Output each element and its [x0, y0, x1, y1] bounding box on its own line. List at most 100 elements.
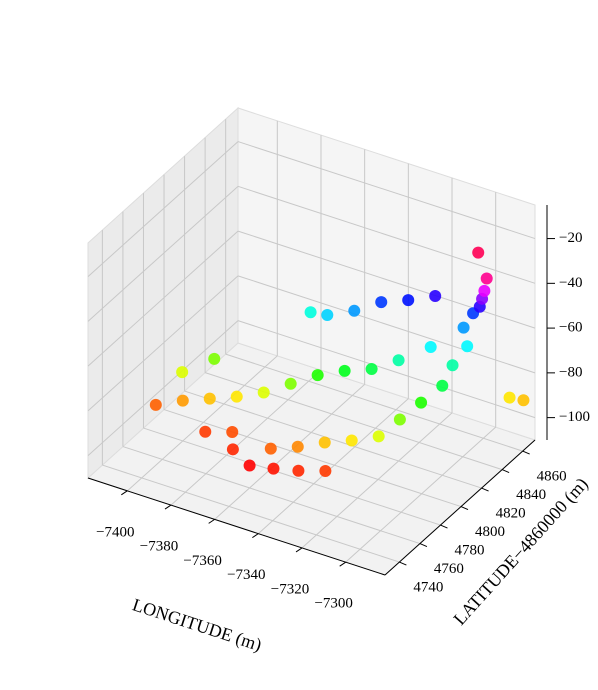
grid-line: [237, 230, 536, 329]
grid-line: [237, 141, 536, 240]
y-tick-label: 4760: [434, 561, 464, 577]
y-tick-label: 4840: [516, 487, 546, 503]
grid-line: [345, 426, 497, 563]
grid-line: [126, 355, 278, 492]
point: [392, 354, 405, 367]
point: [149, 398, 162, 411]
grid-line: [170, 369, 322, 506]
grid-line: [237, 320, 536, 419]
point: [402, 294, 415, 307]
y-tick: [522, 450, 530, 455]
panes: [87, 106, 536, 576]
grid-line: [87, 230, 239, 367]
y-tick-label: 4800: [475, 524, 505, 540]
x-tick-label: −7300: [314, 596, 352, 612]
y-tick: [419, 543, 428, 548]
point: [503, 391, 516, 404]
z-tick-label: −20: [559, 230, 582, 246]
point: [424, 340, 437, 353]
x-tick-label: −7380: [140, 539, 178, 555]
point: [321, 309, 334, 322]
point: [415, 396, 428, 409]
x-tick-label: −7400: [96, 524, 134, 540]
grid-line: [184, 390, 482, 489]
x-tick-label: −7360: [183, 553, 221, 569]
grid-line: [237, 185, 536, 284]
y-tick-label: 4740: [413, 579, 443, 595]
x-tick-label: −7340: [227, 567, 265, 583]
point: [393, 413, 406, 426]
point: [457, 321, 470, 334]
x-tick: [295, 547, 303, 553]
grid-line: [214, 383, 365, 520]
point: [429, 289, 442, 302]
points: [149, 246, 530, 477]
x-tick: [339, 561, 346, 567]
point: [461, 340, 474, 353]
grid-line: [258, 398, 409, 535]
y-tick-label: 4820: [496, 506, 526, 522]
grid-line: [301, 412, 453, 549]
point: [267, 462, 280, 475]
grid-line: [87, 275, 239, 412]
grid-line: [102, 464, 400, 563]
y-tick: [399, 561, 407, 566]
grid-line: [225, 353, 523, 452]
grid-line: [143, 427, 441, 526]
y-tick-label: 4860: [537, 469, 567, 485]
point: [318, 436, 331, 449]
point: [517, 394, 530, 407]
point: [446, 359, 459, 372]
y-tick: [440, 524, 448, 529]
grid-line: [237, 275, 536, 374]
x-tick: [208, 518, 215, 524]
point: [480, 272, 493, 285]
y-tick: [481, 487, 489, 492]
point: [372, 430, 385, 443]
point: [375, 296, 388, 309]
point: [292, 464, 305, 477]
y-tick-label: 4780: [454, 543, 484, 559]
point: [203, 392, 216, 405]
z-tick-label: −100: [559, 409, 590, 425]
y-axis: [384, 439, 536, 576]
x-axis: [87, 477, 386, 576]
point: [284, 377, 297, 390]
point: [226, 443, 239, 456]
x-axis-label: LONGITUDE (m): [130, 594, 264, 656]
z-tick-label: −40: [559, 275, 582, 291]
point: [348, 304, 361, 317]
point: [257, 386, 270, 399]
point: [230, 390, 243, 403]
point: [226, 426, 239, 439]
point: [319, 464, 332, 477]
point: [345, 434, 358, 447]
point: [365, 362, 378, 375]
point: [338, 364, 351, 377]
x-tick: [121, 490, 128, 496]
point: [311, 369, 324, 382]
point: [436, 379, 449, 392]
grid-line: [87, 185, 239, 322]
grid-line: [204, 372, 503, 471]
point: [176, 366, 189, 379]
grid-line: [87, 320, 239, 456]
point: [472, 246, 485, 259]
point: [304, 306, 317, 319]
y-tick: [460, 506, 469, 511]
grid-line: [87, 141, 239, 277]
y-tick: [501, 469, 510, 474]
point: [478, 284, 491, 297]
point: [208, 352, 221, 365]
grid-line: [122, 446, 421, 545]
x-tick: [164, 504, 172, 510]
point: [176, 394, 189, 407]
point: [199, 425, 212, 438]
grid: [87, 119, 536, 563]
grid-line: [163, 409, 462, 508]
z-tick-label: −80: [559, 364, 582, 380]
point: [243, 459, 256, 472]
z-tick-label: −60: [559, 320, 582, 336]
x-tick-label: −7320: [271, 581, 309, 597]
